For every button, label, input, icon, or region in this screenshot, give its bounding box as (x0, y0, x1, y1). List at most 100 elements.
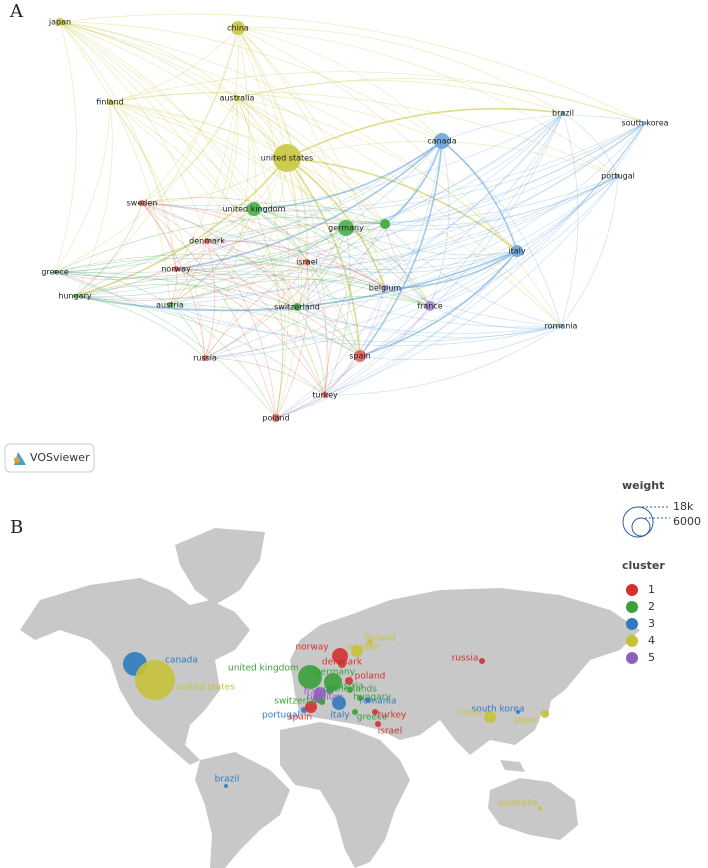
cluster-label: 4 (648, 634, 655, 647)
place-label: united states (176, 683, 235, 693)
cluster-label: 2 (648, 600, 655, 613)
node (53, 270, 57, 274)
edge (306, 261, 329, 396)
node-label: switzerland (274, 303, 320, 312)
edge (54, 217, 386, 273)
edge (296, 227, 347, 308)
edge (169, 97, 238, 306)
node-label: germany (328, 224, 364, 233)
south-america (195, 752, 290, 868)
place-label: portugal (262, 711, 300, 721)
edge (275, 112, 564, 419)
edge (237, 27, 562, 327)
edge (236, 97, 431, 307)
edge (560, 112, 579, 327)
cluster-swatch (626, 584, 638, 596)
place-label: austria (332, 682, 363, 692)
badge-frame[interactable] (4, 443, 95, 473)
place-bubble (479, 658, 485, 664)
cluster-swatch (626, 635, 638, 647)
australia-land (488, 778, 578, 840)
edge (59, 21, 255, 210)
place-bubble (319, 699, 325, 705)
edge (59, 21, 326, 396)
edge (206, 240, 518, 270)
node (56, 18, 64, 26)
cluster-label: 5 (648, 651, 655, 664)
edge (275, 250, 518, 419)
node (382, 285, 388, 291)
edge (296, 112, 564, 308)
edge (296, 223, 386, 308)
edge (54, 97, 238, 273)
greenland (175, 528, 265, 605)
edge (236, 97, 361, 357)
vosviewer-badge[interactable]: VOSviewer (4, 443, 95, 473)
edge (54, 101, 111, 273)
edge (324, 227, 351, 396)
edge (169, 304, 277, 419)
edge (141, 122, 646, 212)
place-bubble (326, 686, 334, 694)
edge (175, 268, 298, 308)
edge (429, 305, 562, 329)
edge (109, 91, 619, 177)
edge (324, 325, 562, 396)
edge (109, 27, 239, 103)
edge (384, 175, 619, 226)
node (167, 302, 173, 308)
edge (236, 97, 518, 252)
place-label: south korea (472, 705, 525, 715)
edge (175, 175, 619, 273)
edge (324, 140, 443, 396)
node (247, 202, 261, 216)
edge (204, 261, 308, 359)
node-label: norway (161, 265, 191, 274)
edge (206, 122, 646, 242)
edge (441, 140, 562, 327)
edge (109, 101, 177, 270)
edge (275, 157, 302, 419)
node-label: france (417, 302, 442, 311)
edge (384, 122, 646, 225)
place-bubble (332, 648, 348, 664)
edge (59, 21, 298, 308)
edge (74, 112, 564, 297)
edge (296, 140, 443, 308)
node-label: australia (220, 94, 255, 103)
edge (441, 115, 646, 142)
edge (204, 227, 347, 359)
edge (286, 157, 361, 357)
edge (562, 112, 619, 177)
edge (169, 122, 646, 306)
edge (54, 140, 443, 273)
edge (169, 278, 386, 306)
edge (169, 304, 562, 347)
node-label: austria (156, 301, 184, 310)
place-bubble (372, 709, 378, 715)
place-bubble (541, 710, 549, 718)
edge (359, 305, 431, 357)
node-label: united states (261, 154, 313, 163)
edge (204, 357, 326, 396)
place-bubble (375, 721, 381, 727)
panel-label: A (9, 1, 24, 22)
edge (59, 13, 646, 124)
place-label: greece (357, 713, 388, 723)
place-label: hungary (353, 693, 391, 703)
edge (441, 140, 518, 252)
node (272, 414, 280, 422)
edge (169, 304, 206, 359)
place-label: poland (355, 672, 386, 682)
node (293, 303, 301, 311)
weight-label: 18k (673, 500, 694, 513)
edge (74, 295, 206, 359)
edge (141, 202, 277, 419)
edge (359, 122, 646, 357)
edge (429, 140, 450, 307)
edge (204, 112, 564, 359)
edge (59, 21, 361, 357)
place-label: finland (365, 634, 396, 644)
edge (54, 227, 347, 278)
edge (175, 268, 562, 334)
